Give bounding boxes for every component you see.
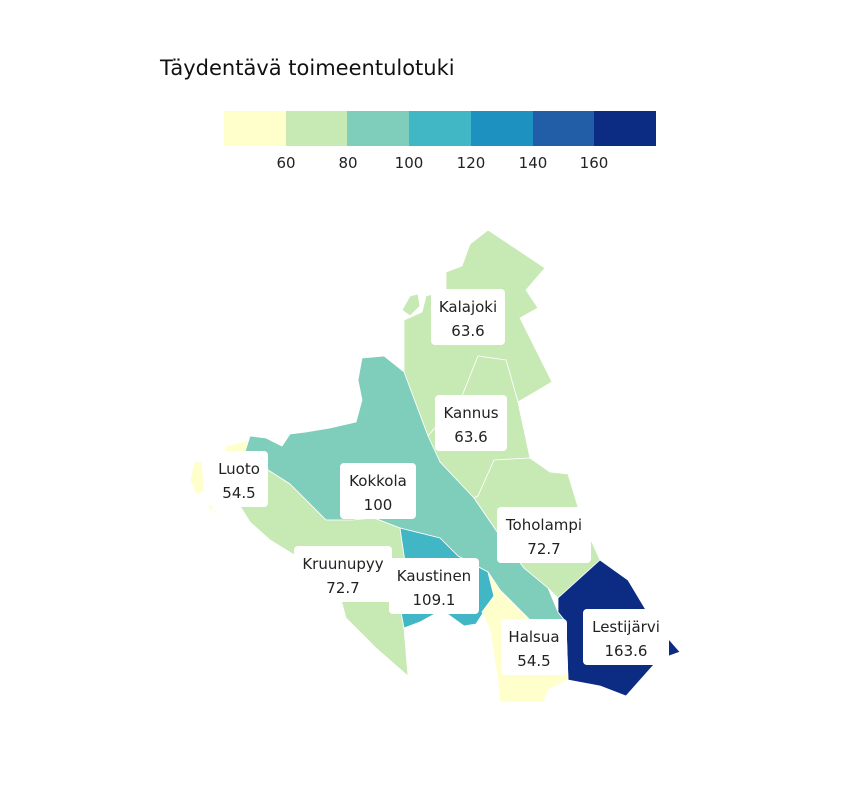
label-halsua: Halsua 54.5: [501, 619, 567, 675]
region-name: Kalajoki: [439, 298, 497, 316]
region-name: Halsua: [508, 628, 559, 646]
region-name: Luoto: [218, 460, 260, 478]
legend-swatch: [347, 111, 410, 146]
label-kruunupyy: Kruunupyy 72.7: [294, 546, 392, 602]
region-value: 63.6: [454, 428, 487, 446]
label-toholampi: Toholampi 72.7: [497, 507, 591, 563]
label-kannus: Kannus 63.6: [435, 395, 507, 451]
legend-swatch: [594, 111, 657, 146]
legend-tick: 120: [456, 154, 486, 172]
region-name: Toholampi: [505, 516, 582, 534]
legend-swatch: [224, 111, 286, 146]
legend-tick: 140: [518, 154, 548, 172]
region-value: 109.1: [413, 591, 456, 609]
legend-tick: 60: [276, 154, 296, 172]
region-value: 72.7: [527, 540, 560, 558]
color-legend: [224, 111, 657, 146]
legend-swatch: [470, 111, 533, 146]
label-lestijarvi: Lestijärvi 163.6: [583, 609, 669, 665]
label-luoto: Luoto 54.5: [210, 451, 268, 507]
map-title: Täydentävä toimeentulotuki: [160, 56, 455, 80]
legend-tick: 80: [338, 154, 358, 172]
region-name: Kokkola: [349, 472, 407, 490]
legend-tick: 100: [394, 154, 424, 172]
region-name: Kaustinen: [397, 567, 471, 585]
label-kalajoki: Kalajoki 63.6: [431, 289, 505, 345]
region-value: 163.6: [605, 642, 648, 660]
region-value: 100: [364, 496, 393, 514]
region-name: Kruunupyy: [302, 555, 383, 573]
label-kaustinen: Kaustinen 109.1: [389, 558, 479, 614]
region-name: Kannus: [443, 404, 498, 422]
legend-swatch: [409, 111, 471, 146]
region-value: 54.5: [517, 652, 550, 670]
region-kalajoki-island[interactable]: [401, 293, 421, 317]
legend-swatch: [285, 111, 348, 146]
legend-tick: 160: [579, 154, 609, 172]
legend-ticks: 60 80 100 120 140 160: [224, 154, 656, 174]
region-value: 72.7: [326, 579, 359, 597]
region-luoto-islet[interactable]: [189, 461, 205, 495]
region-value: 54.5: [222, 484, 255, 502]
region-value: 63.6: [451, 322, 484, 340]
label-kokkola: Kokkola 100: [340, 463, 416, 519]
legend-swatch: [532, 111, 595, 146]
region-labels: Kalajoki 63.6 Kannus 63.6 Luoto 54.5 Kok…: [210, 289, 669, 675]
region-name: Lestijärvi: [592, 618, 660, 636]
